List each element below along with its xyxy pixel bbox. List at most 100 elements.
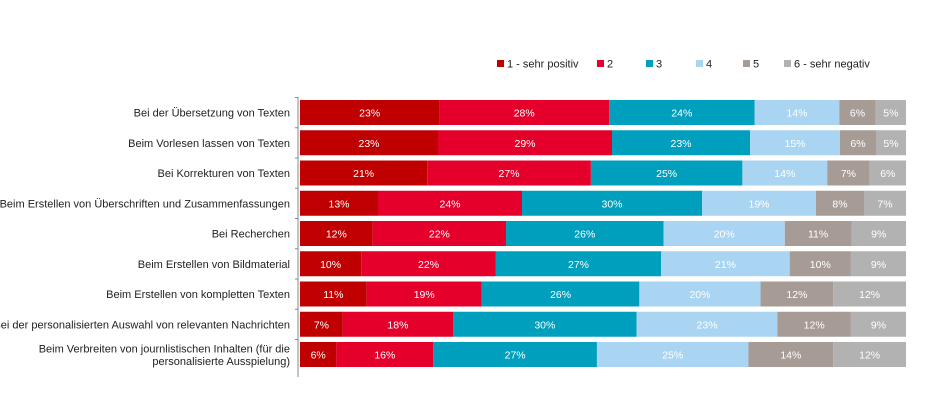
bar-segment (300, 160, 428, 186)
data-label: 11% (808, 229, 828, 241)
data-label: 8% (832, 198, 847, 210)
data-label: 12% (859, 350, 880, 362)
category-label-line: Bei der Übersetzung von Texten (134, 108, 290, 120)
bar-segment (851, 221, 906, 246)
legend-swatch-4 (696, 60, 703, 67)
data-label: 5% (883, 138, 898, 150)
data-label: 10% (320, 259, 341, 271)
data-label: 9% (871, 229, 886, 241)
bar-segment (439, 100, 610, 125)
bar-segment (850, 311, 906, 337)
legend-swatch-2 (597, 60, 604, 67)
data-label: 10% (810, 259, 831, 271)
data-label: 19% (414, 289, 435, 301)
bar-segment (427, 160, 591, 186)
legend-label-6: 6 - sehr negativ (794, 59, 870, 71)
bar-segment (300, 311, 343, 337)
data-label: 7% (841, 168, 856, 180)
bar-segment (438, 130, 612, 156)
bar-segment (495, 251, 662, 277)
data-label: 7% (877, 198, 892, 210)
bar-segment (366, 281, 482, 307)
data-label: 6% (880, 168, 895, 180)
legend-label-1: 1 - sehr positiv (507, 59, 579, 71)
legend-swatch-5 (743, 60, 750, 67)
data-label: 24% (671, 108, 692, 120)
bar-segment (833, 342, 906, 367)
bar-segment (789, 251, 851, 277)
legend: 1 - sehr positiv 2 3 4 5 6 - sehr negativ (497, 59, 870, 71)
bar-segment (453, 311, 637, 337)
bar-segment (612, 130, 750, 156)
bar-segment (361, 251, 496, 277)
data-label: 23% (697, 319, 718, 331)
data-label: 27% (505, 350, 526, 362)
category-label-line: Beim Erstellen von Bildmaterial (138, 259, 290, 271)
category-label: Bei der Übersetzung von Texten (134, 108, 290, 120)
category-label: Beim Verbreiten von journlistischen Inha… (39, 343, 290, 368)
data-label: 13% (328, 198, 349, 210)
data-label: 6% (850, 138, 865, 150)
data-label: 14% (774, 168, 795, 180)
data-label: 6% (311, 350, 326, 362)
bar-segment (300, 100, 440, 125)
data-label: 25% (662, 350, 683, 362)
category-label: Beim Erstellen von Überschriften und Zus… (0, 198, 290, 210)
category-label: Bei Korrekturen von Texten (158, 168, 290, 180)
data-label: 23% (670, 138, 691, 150)
data-label: 21% (715, 259, 736, 271)
data-label: 26% (550, 289, 571, 301)
category-label: Beim Erstellen von kompletten Texten (106, 289, 290, 301)
data-label: 27% (499, 168, 520, 180)
bar-segment (342, 311, 454, 337)
bars: 23% 28% 24% 14% 6% 5% 23% 29% 23% 15% 6% 5% 21% 27% 25… (300, 100, 906, 367)
legend-label-4: 4 (706, 59, 712, 71)
data-label: 6% (850, 108, 865, 120)
category-label-line: Beim Erstellen von Überschriften und Zus… (0, 198, 290, 210)
data-label: 21% (353, 168, 374, 180)
bar-segment (300, 190, 378, 216)
bar-segment (522, 190, 702, 216)
bar-segment (663, 221, 785, 246)
bar-segment (742, 160, 828, 186)
bar-segment (481, 281, 640, 307)
category-label-line: Beim Erstellen von kompletten Texten (106, 289, 290, 301)
legend-swatch-3 (646, 60, 653, 67)
category-label-line: Bei Korrekturen von Texten (158, 168, 290, 180)
bar-segment (300, 130, 438, 156)
bar-segment (372, 221, 507, 246)
legend-label-3: 3 (656, 59, 662, 71)
bar-segment (609, 100, 755, 125)
bar-segment (639, 281, 761, 307)
bar-segment (590, 160, 743, 186)
bar-segment (816, 190, 864, 216)
bar-segment (876, 130, 906, 156)
category-label-line: Beim Verbreiten von journlistischen Inha… (39, 343, 290, 355)
bar-segment (506, 221, 664, 246)
legend-swatch-1 (497, 60, 504, 67)
category-label: Bei Recherchen (212, 229, 290, 241)
data-label: 12% (804, 319, 825, 331)
bar-segment (378, 190, 522, 216)
category-label-line: Bei Recherchen (212, 229, 290, 241)
bar-segment (336, 342, 434, 367)
data-label: 14% (780, 350, 801, 362)
bar-segment (433, 342, 597, 367)
data-label: 30% (534, 319, 555, 331)
legend-swatch-6 (784, 60, 791, 67)
bar-segment (636, 311, 778, 337)
data-label: 23% (359, 108, 380, 120)
category-label: Beim Erstellen von Bildmaterial (138, 259, 290, 271)
category-label-line: personalisierte Ausspielung) (152, 356, 290, 368)
bar-segment (300, 221, 373, 246)
data-label: 12% (786, 289, 807, 301)
bar-segment (840, 130, 876, 156)
data-label: 30% (601, 198, 622, 210)
bar-segment (784, 221, 852, 246)
data-label: 19% (748, 198, 769, 210)
bar-segment (750, 130, 840, 156)
data-label: 12% (859, 289, 880, 301)
data-label: 18% (387, 319, 408, 331)
bar-segment (748, 342, 834, 367)
category-label: Beim Vorlesen lassen von Texten (128, 138, 290, 150)
